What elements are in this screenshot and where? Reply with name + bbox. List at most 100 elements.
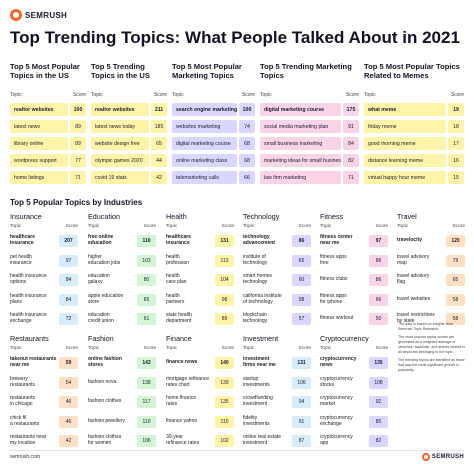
topic-score: 89 [70, 137, 86, 150]
industry-block: Insurance Topic Score healthcare insurance 2… [10, 212, 78, 328]
topic-score: 66 [239, 171, 255, 184]
topic-score: 91 [292, 415, 311, 428]
topic-score: 65 [292, 254, 311, 267]
industry-block: Education Topic Score free online education… [88, 212, 156, 328]
column-headers: Topic Score [320, 224, 388, 230]
section-heading: Top 5 Most Popular Topics in the US [10, 62, 80, 80]
topic-label: mortgage refinance rates chart [166, 375, 210, 388]
topic-label: education credit union [88, 312, 114, 324]
industry-row: health insurance options 84 [10, 272, 78, 289]
industry-row: fitness workout 50 [320, 311, 388, 328]
topic-score: 104 [215, 274, 234, 286]
industry-block: Finance Topic Score finance news 140 mortgage… [166, 334, 234, 450]
topic-label: 30-year refinance rates [166, 434, 200, 446]
topic-score: 175 [343, 103, 359, 116]
topic-label: travel restrictions by state [397, 312, 435, 324]
industry-block: Investment Topic Score investment firms nea… [243, 334, 311, 450]
topic-score: 68 [239, 154, 255, 167]
topic-label: cryptocurrency market [320, 395, 353, 407]
industry-title: Fitness [320, 212, 344, 221]
topic-score: 46 [59, 396, 78, 408]
column-headers: Topic Score [397, 224, 465, 230]
industry-row: technology advancement 86 [243, 233, 311, 250]
score-header: Score [143, 346, 156, 351]
industry-row: health partners 98 [166, 291, 234, 308]
topic-score: 89 [215, 313, 234, 325]
topic-score: 58 [446, 293, 465, 306]
topic-score: 117 [137, 396, 156, 408]
topic-label: fitness apps for iphone [320, 292, 347, 305]
topic-score: 65 [446, 274, 465, 286]
top-section: Top 5 Most Popular Topics Related to Mem… [364, 62, 464, 184]
industry-row: cryptocurrency news 135 [320, 355, 388, 372]
topic-row: latest news today 185 [91, 120, 167, 133]
topic-label: social media marketing plan [260, 120, 341, 133]
topic-label: health care plan [166, 273, 187, 285]
topic-label: startup investments [243, 375, 270, 388]
semrush-logo-icon [421, 453, 430, 461]
topic-score: 44 [151, 154, 167, 167]
topic-label: virtual happy hour meme [364, 171, 446, 184]
topic-label: online marketing class [172, 154, 237, 167]
industry-row: higher education jobs 103 [88, 252, 156, 269]
topic-score: 97 [59, 254, 78, 267]
topic-label: fitness center near me [320, 234, 353, 246]
topic-label: latest news today [91, 120, 149, 133]
score-header: Score [452, 224, 465, 229]
score-header: Score [65, 224, 78, 229]
topic-label: california institute of technology [243, 292, 282, 305]
topic-label: health insurance exchange [10, 312, 47, 324]
industry-row: fashion clothes 117 [88, 394, 156, 411]
topic-score: 82 [343, 154, 359, 167]
topic-label: fidelity investments [243, 414, 270, 427]
section-heading: Top 5 Most Popular Marketing Topics [172, 62, 242, 80]
footer: semrush.com SEMRUSH [0, 450, 474, 464]
topic-score: 110 [137, 415, 156, 428]
score-header: Score [143, 224, 156, 229]
score-header: Score [241, 92, 255, 98]
score-header: Score [72, 92, 86, 98]
topic-label: digital marketing course [260, 103, 341, 116]
topic-header: Topic [243, 346, 255, 351]
topic-label: realtor websites [91, 103, 149, 116]
topic-score: 17 [448, 137, 464, 150]
topic-label: fashion clothes for women [88, 434, 122, 446]
industry-row: health insurance exchange 72 [10, 311, 78, 328]
industry-row: cryptocurrency stocks 108 [320, 374, 388, 391]
industry-row: apple education store 65 [88, 291, 156, 308]
column-headers: Topic Score [91, 92, 167, 99]
footer-divider [10, 450, 464, 451]
topic-row: websites marketing 74 [172, 120, 255, 133]
score-header: Score [375, 224, 388, 229]
topic-row: home listings 71 [10, 171, 86, 184]
footer-url[interactable]: semrush.com [10, 454, 41, 460]
topic-label: latest news [10, 120, 68, 133]
topic-header: Topic [243, 224, 255, 229]
topic-score: 131 [215, 235, 234, 247]
industry-title: Fashion [88, 334, 114, 343]
topic-score: 18 [448, 120, 464, 133]
topic-label: health partners [166, 292, 185, 305]
topic-score: 131 [292, 357, 311, 369]
topic-header: Topic [166, 346, 178, 351]
industry-row: travel advisory flag 65 [397, 272, 465, 289]
topic-row: good morning meme 17 [364, 137, 464, 150]
topic-score: 135 [215, 396, 234, 408]
topic-label: brewery restaurants [10, 375, 36, 388]
section-heading: Top 5 Trending Topics in the US [91, 62, 150, 80]
topic-score: 138 [137, 376, 156, 389]
topic-row: telemarketing calls 66 [172, 171, 255, 184]
industry-row: health care plan 104 [166, 272, 234, 289]
topic-score: 86 [292, 235, 311, 247]
topic-label: blockchain technology [243, 312, 268, 324]
industry-row: fashion jewellery 110 [88, 413, 156, 430]
topic-score: 71 [70, 171, 86, 184]
topic-score: 58 [292, 293, 311, 306]
topic-label: law firm marketing [260, 171, 341, 184]
topic-score: 42 [59, 435, 78, 447]
topic-label: search engine marketing [172, 103, 237, 116]
topic-header: Topic [166, 224, 178, 229]
column-headers: Topic Score [172, 92, 255, 99]
column-headers: Topic Score [166, 224, 234, 230]
topic-label: restaurants near my location [10, 434, 47, 446]
